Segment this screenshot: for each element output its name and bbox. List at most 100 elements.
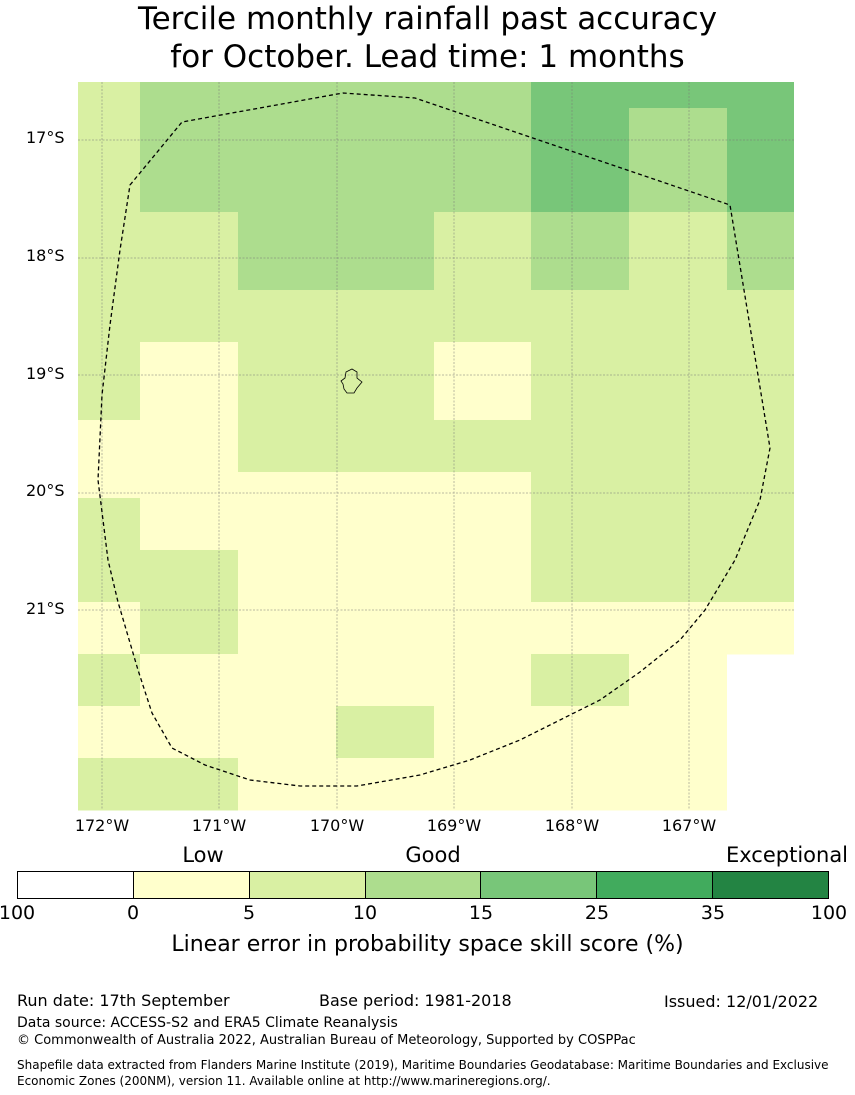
grid-cell bbox=[238, 472, 336, 499]
grid-cell bbox=[78, 498, 140, 525]
grid-cell bbox=[140, 264, 238, 291]
lat-label: 20°S bbox=[26, 481, 65, 500]
grid-cell bbox=[727, 82, 794, 109]
grid-cell bbox=[727, 576, 794, 603]
grid-cell bbox=[434, 758, 531, 785]
grid-cell bbox=[238, 628, 336, 655]
grid-cell bbox=[78, 550, 140, 577]
grid-cell bbox=[238, 498, 336, 525]
grid-cell bbox=[140, 342, 238, 369]
grid-cell bbox=[140, 160, 238, 187]
grid-cell bbox=[140, 290, 238, 317]
run-date: Run date: 17th September bbox=[17, 991, 230, 1010]
grid-cell bbox=[78, 472, 140, 499]
colorbar-tick: 100 bbox=[810, 902, 848, 924]
grid-cell bbox=[434, 134, 531, 161]
grid-cell bbox=[140, 732, 238, 759]
grid-cell bbox=[336, 368, 434, 395]
grid-cell bbox=[336, 420, 434, 447]
grid-cell bbox=[238, 212, 336, 239]
grid-cell bbox=[434, 238, 531, 265]
grid-cell bbox=[629, 498, 727, 525]
grid-cell bbox=[78, 290, 140, 317]
grid-cell bbox=[336, 108, 434, 135]
grid-cell bbox=[727, 628, 794, 655]
grid-cell bbox=[238, 264, 336, 291]
grid-cell bbox=[727, 368, 794, 395]
grid-cell bbox=[336, 394, 434, 421]
grid-cell bbox=[531, 82, 629, 109]
grid-cell bbox=[531, 446, 629, 473]
colorbar-tick: 0 bbox=[126, 902, 140, 924]
grid-cell bbox=[140, 628, 238, 655]
grid-cell bbox=[629, 290, 727, 317]
grid-cell bbox=[140, 784, 238, 811]
grid-cell bbox=[531, 186, 629, 213]
grid-cell bbox=[140, 602, 238, 629]
grid-cell bbox=[140, 238, 238, 265]
grid-cell bbox=[629, 784, 727, 811]
grid-cell bbox=[78, 732, 140, 759]
grid-cell bbox=[531, 550, 629, 577]
grid-cell bbox=[727, 264, 794, 291]
grid-cell bbox=[629, 368, 727, 395]
grid-cell bbox=[140, 316, 238, 343]
grid-cell bbox=[140, 212, 238, 239]
grid-cell bbox=[629, 108, 727, 135]
grid-cell bbox=[336, 732, 434, 759]
grid-cell bbox=[727, 238, 794, 265]
map-title: Tercile monthly rainfall past accuracy f… bbox=[0, 0, 855, 76]
grid-cell bbox=[336, 602, 434, 629]
grid-cell bbox=[629, 342, 727, 369]
grid-cell bbox=[531, 290, 629, 317]
grid-cell bbox=[238, 160, 336, 187]
grid-cell bbox=[238, 108, 336, 135]
grid-cell bbox=[434, 732, 531, 759]
copyright: © Commonwealth of Australia 2022, Austra… bbox=[17, 1033, 636, 1048]
grid-cell bbox=[140, 472, 238, 499]
grid-cell bbox=[434, 706, 531, 733]
grid-cell bbox=[238, 758, 336, 785]
grid-cell bbox=[434, 446, 531, 473]
grid-cell bbox=[336, 654, 434, 681]
grid-cell bbox=[78, 524, 140, 551]
grid-cell bbox=[78, 706, 140, 733]
grid-cell bbox=[336, 784, 434, 811]
grid-cell bbox=[238, 238, 336, 265]
grid-cell bbox=[434, 628, 531, 655]
grid-cell bbox=[238, 186, 336, 213]
grid-cell bbox=[531, 420, 629, 447]
grid-cell bbox=[78, 784, 140, 811]
grid-cell bbox=[434, 316, 531, 343]
grid-cell bbox=[434, 160, 531, 187]
grid-cell bbox=[531, 108, 629, 135]
grid-cell bbox=[140, 186, 238, 213]
grid-cell bbox=[531, 654, 629, 681]
grid-cell bbox=[78, 654, 140, 681]
grid-cell bbox=[336, 342, 434, 369]
grid-cell bbox=[727, 472, 794, 499]
grid-cell bbox=[238, 550, 336, 577]
grid-cell bbox=[434, 342, 531, 369]
grid-cell bbox=[238, 446, 336, 473]
lon-label: 167°W bbox=[661, 816, 717, 835]
grid-cell bbox=[140, 654, 238, 681]
graticule bbox=[78, 82, 794, 810]
grid-cell bbox=[140, 108, 238, 135]
grid-cell bbox=[336, 82, 434, 109]
legend-category-exceptional: Exceptional bbox=[725, 843, 849, 867]
grid-cell bbox=[727, 290, 794, 317]
grid-cell bbox=[78, 576, 140, 603]
grid-cell bbox=[78, 134, 140, 161]
grid-cell bbox=[531, 316, 629, 343]
grid-cell bbox=[78, 186, 140, 213]
grid-cell bbox=[434, 420, 531, 447]
grid-cell bbox=[78, 342, 140, 369]
grid-cell bbox=[336, 758, 434, 785]
grid-cell bbox=[78, 108, 140, 135]
grid-cell bbox=[336, 446, 434, 473]
colorbar bbox=[17, 871, 829, 899]
lat-label: 17°S bbox=[26, 128, 65, 147]
grid-cell bbox=[336, 134, 434, 161]
grid-cell bbox=[238, 368, 336, 395]
